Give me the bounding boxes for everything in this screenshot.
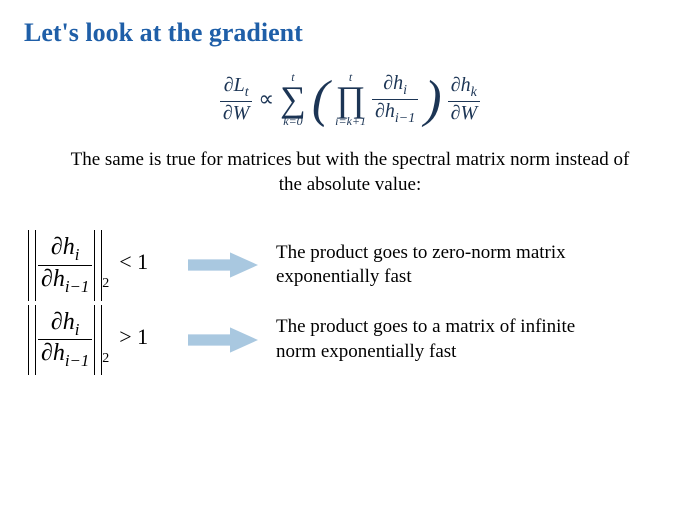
norm-expression: ∂hi ∂hi−1 2 < 1	[30, 234, 170, 297]
product-operator: t ∏ i=k+1	[335, 70, 366, 129]
case-row: ∂hi ∂hi−1 2 > 1 The product goes to a ma…	[30, 309, 676, 372]
slide: Let's look at the gradient ∂Lt ∂W ∝ t ∑ …	[0, 0, 700, 515]
arrow-icon	[188, 323, 258, 357]
gradient-equation: ∂Lt ∂W ∝ t ∑ k=0 ( t ∏ i=k+1 ∂hi ∂hi−1 )…	[24, 70, 676, 129]
norm-expression: ∂hi ∂hi−1 2 > 1	[30, 309, 170, 372]
sum-operator: t ∑ k=0	[280, 70, 306, 129]
case-text: The product goes to zero-norm matrix exp…	[276, 241, 586, 290]
case-text: The product goes to a matrix of infinite…	[276, 315, 586, 364]
slide-title: Let's look at the gradient	[24, 18, 676, 48]
arrow-icon	[188, 248, 258, 282]
description-text: The same is true for matrices but with t…	[70, 147, 630, 198]
case-row: ∂hi ∂hi−1 2 < 1 The product goes to zero…	[30, 234, 676, 297]
cases-container: ∂hi ∂hi−1 2 < 1 The product goes to zero…	[24, 234, 676, 371]
